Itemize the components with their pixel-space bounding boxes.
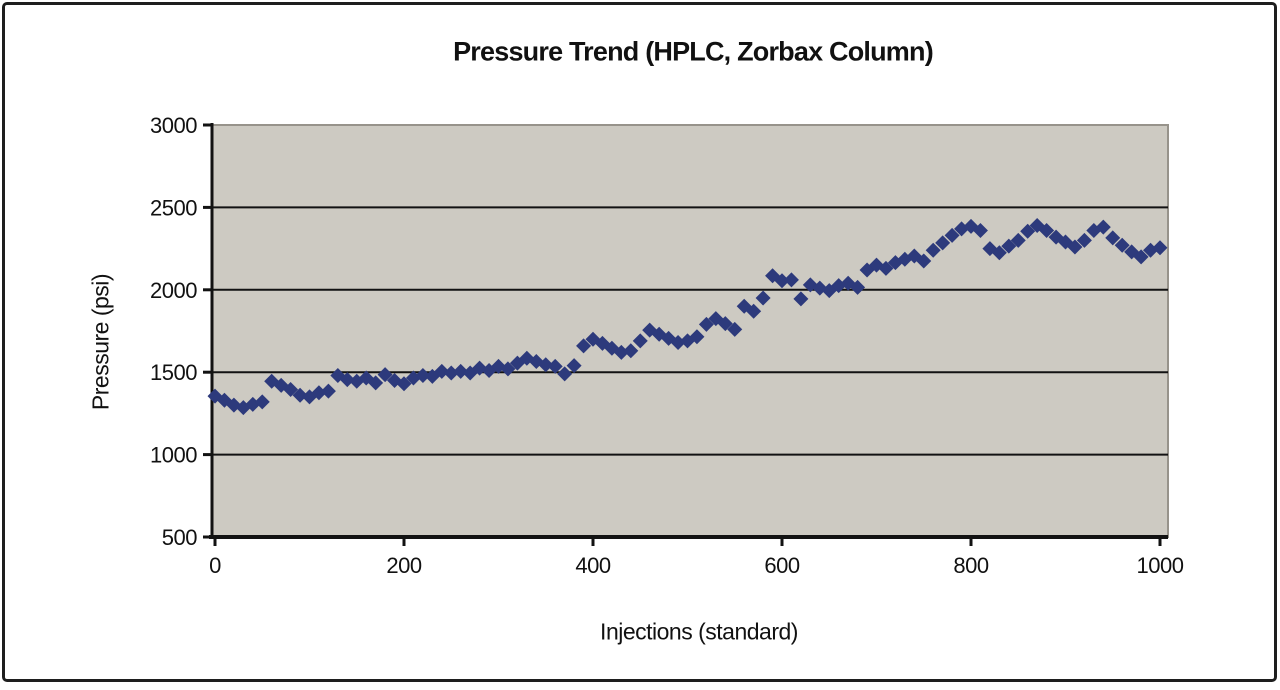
data-point-marker: [547, 358, 563, 374]
data-point-marker: [1020, 223, 1036, 239]
data-point-marker: [453, 363, 469, 379]
data-point-marker: [1067, 239, 1083, 255]
data-point-marker: [944, 227, 960, 243]
data-point-marker: [1039, 222, 1055, 238]
svg-text:600: 600: [764, 553, 799, 578]
data-point-marker: [396, 376, 412, 392]
data-point-marker: [613, 344, 629, 360]
data-point-marker: [783, 272, 799, 288]
data-point-marker: [727, 321, 743, 337]
tick-marks: [203, 123, 1162, 546]
data-point-marker: [434, 363, 450, 379]
data-point-marker: [670, 335, 686, 351]
scatter-plot: 500 1000 1500 2000 2500 3000 0 200 400 600 800 1000: [150, 113, 1184, 578]
data-point-marker: [1076, 232, 1092, 248]
data-point-marker: [566, 358, 582, 374]
data-point-marker: [850, 279, 866, 295]
svg-text:0: 0: [209, 553, 221, 578]
data-point-marker: [339, 372, 355, 388]
data-point-marker: [632, 333, 648, 349]
data-point-marker: [991, 245, 1007, 261]
x-axis-title: Injections (standard): [600, 618, 798, 645]
data-point-marker: [717, 316, 733, 332]
data-point-marker: [972, 222, 988, 238]
data-point-marker: [623, 343, 639, 359]
data-point-marker: [283, 382, 299, 398]
data-point-marker: [935, 235, 951, 251]
data-point-marker: [377, 367, 393, 383]
axes: [203, 123, 1168, 546]
data-point-marker: [1114, 237, 1130, 253]
svg-text:200: 200: [386, 553, 421, 578]
data-point-marker: [793, 291, 809, 307]
data-point-marker: [774, 273, 790, 289]
svg-text:1000: 1000: [1137, 553, 1184, 578]
data-point-marker: [368, 375, 384, 391]
data-point-marker: [1152, 240, 1168, 256]
data-point-marker: [1095, 219, 1111, 235]
data-point-marker: [415, 367, 431, 383]
x-tick-labels: 0 200 400 600 800 1000: [209, 553, 1184, 578]
data-point-marker: [500, 361, 516, 377]
data-point-marker: [698, 316, 714, 332]
plot-background: [211, 124, 1169, 538]
data-point-marker: [311, 385, 327, 401]
data-point-marker: [755, 290, 771, 306]
svg-text:800: 800: [953, 553, 988, 578]
data-point-marker: [1001, 238, 1017, 254]
svg-text:500: 500: [162, 525, 197, 550]
svg-text:1500: 1500: [150, 360, 197, 385]
gridlines: [212, 206, 1168, 456]
data-point-marker: [925, 242, 941, 258]
data-point-marker: [689, 329, 705, 345]
data-point-marker: [254, 394, 270, 410]
chart-title: Pressure Trend (HPLC, Zorbax Column): [453, 36, 934, 67]
data-point-marker: [443, 365, 459, 381]
data-point-marker: [1133, 249, 1149, 265]
svg-text:2000: 2000: [150, 278, 197, 303]
data-point-marker: [557, 366, 573, 382]
svg-text:400: 400: [575, 553, 610, 578]
data-point-marker: [746, 303, 762, 319]
data-point-marker: [320, 383, 336, 399]
y-tick-labels: 500 1000 1500 2000 2500 3000: [150, 113, 198, 550]
data-point-marker: [1105, 230, 1121, 246]
svg-text:2500: 2500: [150, 195, 197, 220]
data-point-marker: [878, 260, 894, 276]
svg-text:1000: 1000: [150, 443, 197, 468]
data-point-marker: [1010, 232, 1026, 248]
data-point-marker: [538, 357, 554, 373]
data-point-marker: [292, 387, 308, 403]
data-point-marker: [576, 338, 592, 354]
svg-text:3000: 3000: [150, 113, 197, 138]
